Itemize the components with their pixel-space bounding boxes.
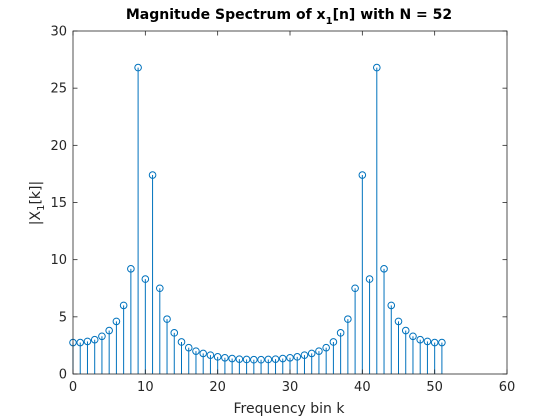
stem-marker [387,301,396,310]
y-axis-label-prefix: |X [28,211,44,226]
y-axis: 0 5 10 15 20 25 30 [50,25,507,383]
y-tick-label: 30 [50,25,67,40]
stem-marker [250,355,258,364]
stem-marker [228,354,236,363]
stem-marker [307,349,316,358]
stem-marker [134,63,142,72]
y-axis-label-suffix: [k]| [28,181,44,205]
stem-marker [242,355,251,364]
stem-marker [300,351,309,359]
stem-marker [423,337,432,346]
x-tick-label: 60 [499,380,516,395]
stem-marker [90,335,99,344]
stem-marker [199,349,207,358]
x-tick-label: 0 [69,380,77,395]
y-tick-label: 10 [50,253,67,268]
plot-area: 0 10 20 30 40 50 60 0 5 10 15 20 25 30 [50,25,515,396]
stem-marker [98,332,106,341]
y-axis-label-subscript: 1 [36,205,47,211]
y-tick-label: 5 [59,310,67,325]
stem-marker [409,332,417,341]
stem-marker [293,353,302,361]
stem-marker [206,351,215,359]
y-tick-label: 0 [59,368,67,383]
stem-marker [192,347,200,355]
chart-title-prefix: Magnitude Spectrum of x [126,7,326,23]
stem-marker [438,338,446,347]
stem-series [69,63,446,374]
stem-marker [213,353,222,361]
stem-marker [156,284,164,293]
stem-marker [416,335,425,344]
x-axis-label: Frequency bin k [234,401,346,417]
stem-marker [358,171,367,179]
stem-marker [264,355,273,364]
stem-marker [351,284,359,293]
stem-marker [127,265,135,273]
x-tick-label: 10 [137,380,154,395]
stem-marker [119,301,128,310]
stem-marker [105,326,113,335]
chart-title-suffix: [n] with N = 52 [333,7,453,23]
stem-marker [329,338,338,346]
stem-marker [170,329,179,337]
stem-marker [365,275,374,283]
stem-marker [184,343,193,352]
stem-marker [141,275,150,283]
stem-marker [344,315,352,323]
x-tick-label: 50 [426,380,443,395]
stem-marker [315,347,323,355]
stem-marker [257,355,265,364]
y-axis-label: |X1[k]| [28,181,47,225]
stem-marker [336,329,345,337]
y-tick-label: 15 [50,196,67,211]
stem-marker [163,315,171,323]
stem-marker [177,338,186,346]
stem-marker [394,317,403,326]
stem-marker [430,338,439,347]
stem-marker [286,353,294,362]
stem-marker [112,317,121,326]
stem-marker [278,354,287,363]
stem-marker [380,265,388,273]
stem-marker [235,355,244,363]
stem-marker [148,171,157,179]
x-tick-label: 20 [209,380,226,395]
x-axis: 0 10 20 30 40 50 60 [69,31,515,395]
stem-marker [76,338,85,347]
stem-marker [83,337,92,346]
chart-title-subscript: 1 [326,16,333,27]
stem-marker [271,355,280,363]
x-tick-label: 30 [282,380,299,395]
chart-title: Magnitude Spectrum of x1[n] with N = 52 [126,7,452,27]
stem-marker [401,326,410,335]
stem-marker [221,353,229,362]
stem-marker [322,343,330,352]
stem-marker [373,63,381,72]
y-tick-label: 25 [50,82,67,97]
x-tick-label: 40 [354,380,371,395]
y-tick-label: 20 [50,139,67,154]
